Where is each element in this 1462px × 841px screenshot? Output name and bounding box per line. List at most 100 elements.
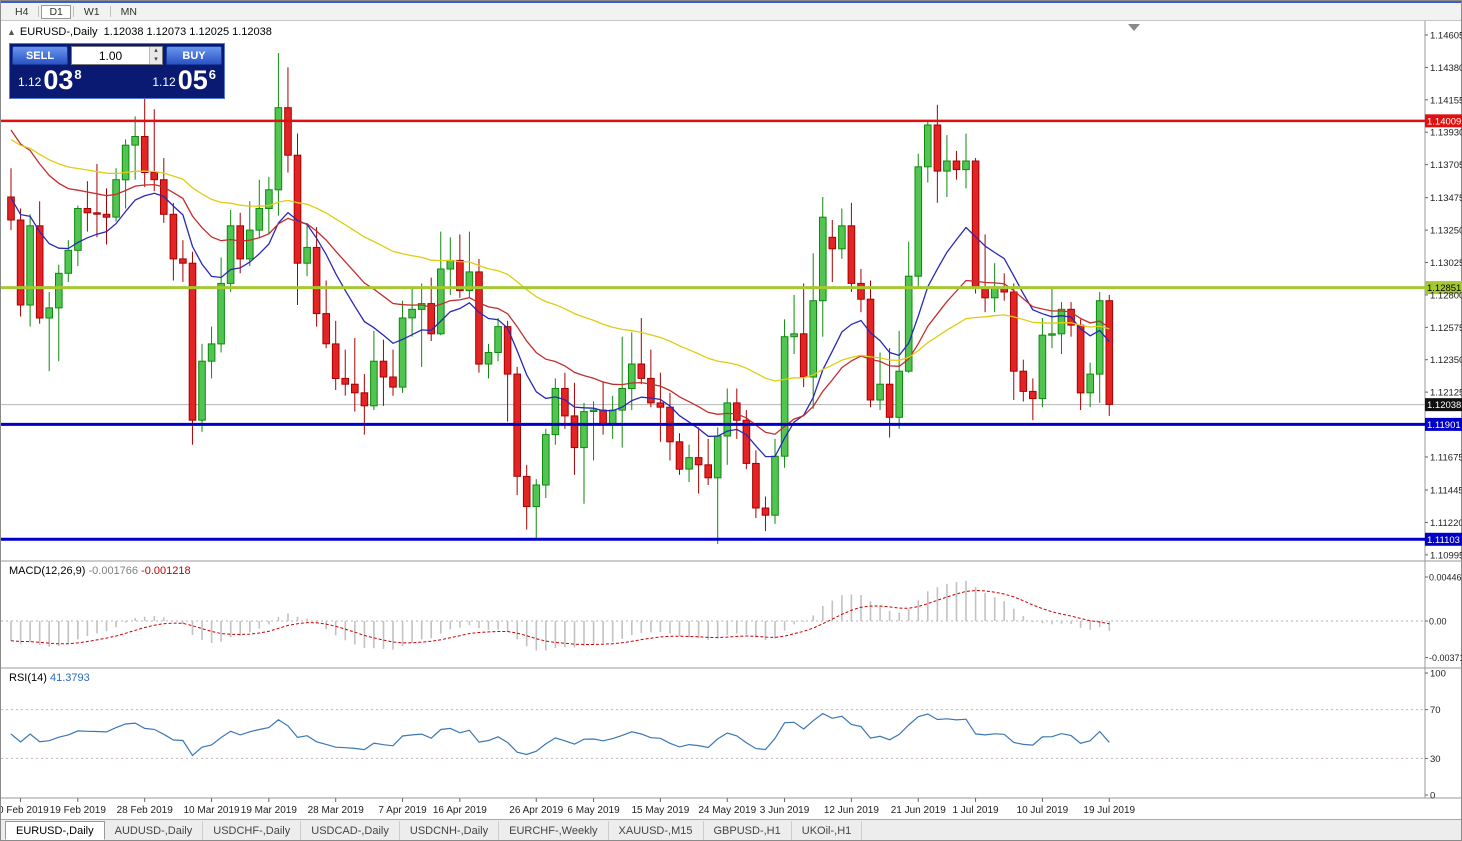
chart-header: ▲ EURUSD-,Daily 1.12038 1.12073 1.12025 1…	[7, 26, 272, 38]
moving-average-24	[10, 129, 1110, 435]
date-label: 28 Feb 2019	[117, 805, 174, 816]
rsi-scale-label: 30	[1430, 754, 1441, 765]
trade-panel-collapse-icon[interactable]: ▲	[7, 27, 16, 37]
price-scale-label: 1.11675	[1430, 452, 1462, 463]
main-chart[interactable]: 1.140091.128511.119011.111031.120381.146…	[1, 1, 1462, 821]
rsi-scale-label: 0	[1430, 791, 1435, 802]
support-line-2-tag	[1425, 532, 1462, 546]
chart-tab-usdchf-daily[interactable]: USDCHF-,Daily	[203, 821, 302, 840]
buy-price-big-digits: 05	[177, 65, 208, 95]
buy-price-prefix: 1.12	[152, 75, 176, 89]
timeframe-button-w1[interactable]: W1	[83, 5, 100, 18]
price-scale-label: 1.13475	[1430, 193, 1462, 204]
sell-price-big-digits: 03	[43, 65, 74, 95]
sell-price-display[interactable]: 1.12 03 8	[18, 65, 82, 95]
timeframe-button-d1[interactable]: D1	[41, 4, 71, 19]
rsi-indicator-label: RSI(14) 41.3793	[9, 672, 90, 684]
buy-button[interactable]: BUY	[166, 46, 222, 65]
pivot-line-tag-label: 1.12851	[1427, 283, 1461, 294]
timeframe-toolbar: H4 D1 W1 MN	[1, 3, 1461, 21]
timeframe-button-h4[interactable]: H4	[15, 5, 29, 18]
support-line-1-tag-label: 1.11901	[1427, 420, 1461, 431]
chart-tab-eurchf-weekly[interactable]: EURCHF-,Weekly	[499, 821, 609, 840]
chart-tab-usdcnh-daily[interactable]: USDCNH-,Daily	[400, 821, 500, 840]
price-scale-label: 1.11220	[1430, 518, 1462, 529]
timeframe-button-mn[interactable]: MN	[120, 5, 137, 18]
date-label: 28 Mar 2019	[308, 805, 365, 816]
sell-price-prefix: 1.12	[18, 75, 42, 89]
resistance-line-tag	[1425, 114, 1462, 128]
chart-tab-eurusd-daily[interactable]: EURUSD-,Daily	[5, 821, 105, 840]
date-label: 19 Jul 2019	[1083, 805, 1135, 816]
chart-tab-usdcad-daily[interactable]: USDCAD-,Daily	[301, 821, 400, 840]
volume-down-button[interactable]: ▾	[150, 55, 162, 64]
macd-main-value: -0.001766	[88, 565, 139, 577]
price-scale-label: 1.10995	[1430, 550, 1462, 561]
macd-signal-line	[10, 589, 1110, 645]
rsi-scale-label: 70	[1430, 705, 1441, 716]
moving-average-12	[10, 192, 1110, 458]
moving-average-55	[10, 138, 1110, 382]
buy-price-display[interactable]: 1.12 05 6	[152, 65, 216, 95]
date-label: 10 Mar 2019	[183, 805, 240, 816]
macd-scale-label: 0.004465	[1429, 573, 1462, 583]
price-scale-label: 1.14155	[1430, 95, 1462, 106]
volume-input[interactable]	[72, 47, 149, 64]
bid-price-tag-label: 1.12038	[1427, 400, 1461, 411]
price-scale-label: 1.14380	[1430, 63, 1462, 74]
volume-up-button[interactable]: ▴	[150, 47, 162, 56]
macd-signal-value: -0.001218	[141, 565, 191, 577]
chart-ohlc-values: 1.12038 1.12073 1.12025 1.12038	[103, 26, 272, 38]
rsi-value: 41.3793	[49, 672, 90, 684]
date-label: 3 Jun 2019	[760, 805, 810, 816]
price-scale-label: 1.13250	[1430, 226, 1462, 237]
pivot-line-tag	[1425, 281, 1462, 295]
price-scale-label: 1.13705	[1430, 160, 1462, 171]
candlesticks	[7, 53, 1114, 544]
rsi-name: RSI(14)	[9, 672, 47, 684]
resistance-line-tag-label: 1.14009	[1427, 116, 1461, 127]
price-scale-label: 1.13025	[1430, 258, 1462, 269]
date-label: 10 Feb 2019	[1, 805, 49, 816]
date-label: 19 Feb 2019	[50, 805, 107, 816]
buy-price-pipette: 6	[208, 67, 216, 82]
date-label: 19 Mar 2019	[241, 805, 298, 816]
macd-name: MACD(12,26,9)	[9, 565, 86, 577]
price-scale-label: 1.14605	[1430, 31, 1462, 42]
price-scale-label: 1.12125	[1430, 388, 1462, 399]
date-label: 15 May 2019	[631, 805, 689, 816]
date-label: 16 Apr 2019	[433, 805, 487, 816]
date-label: 21 Jun 2019	[891, 805, 946, 816]
date-label: 10 Jul 2019	[1017, 805, 1069, 816]
macd-histogram	[10, 580, 1111, 651]
support-line-1-tag	[1425, 417, 1462, 431]
toolbar-separator	[72, 6, 74, 17]
toolbar-separator	[38, 6, 40, 17]
price-scale-label: 1.11445	[1430, 486, 1462, 497]
price-scale-label: 1.12800	[1430, 290, 1462, 301]
rsi-scale-label: 100	[1430, 669, 1446, 680]
macd-scale-label: 0.00	[1429, 617, 1447, 627]
sell-button[interactable]: SELL	[12, 46, 68, 65]
volume-control: ▴ ▾	[71, 46, 163, 65]
chart-shift-marker	[1128, 24, 1140, 31]
chart-tab-ukoil-h1[interactable]: UKOil-,H1	[792, 821, 863, 840]
chart-tab-gbpusd-h1[interactable]: GBPUSD-,H1	[704, 821, 792, 840]
chart-title: EURUSD-,Daily	[19, 26, 98, 38]
window-top-accent	[1, 1, 1461, 3]
date-label: 7 Apr 2019	[378, 805, 427, 816]
price-scale-label: 1.12575	[1430, 323, 1462, 334]
date-label: 1 Jul 2019	[952, 805, 999, 816]
chart-tab-audusd-daily[interactable]: AUDUSD-,Daily	[105, 821, 204, 840]
sell-price-pipette: 8	[74, 67, 82, 82]
rsi-line	[10, 712, 1110, 757]
price-scale-label: 1.12350	[1430, 355, 1462, 366]
date-label: 6 May 2019	[567, 805, 620, 816]
chart-tab-xauusd-m15[interactable]: XAUUSD-,M15	[609, 821, 704, 840]
bid-price-tag	[1425, 398, 1462, 412]
date-label: 24 May 2019	[698, 805, 756, 816]
macd-scale-label: -0.003715	[1429, 653, 1462, 663]
macd-indicator-label: MACD(12,26,9) -0.001766 -0.001218	[9, 565, 191, 577]
date-label: 26 Apr 2019	[509, 805, 563, 816]
